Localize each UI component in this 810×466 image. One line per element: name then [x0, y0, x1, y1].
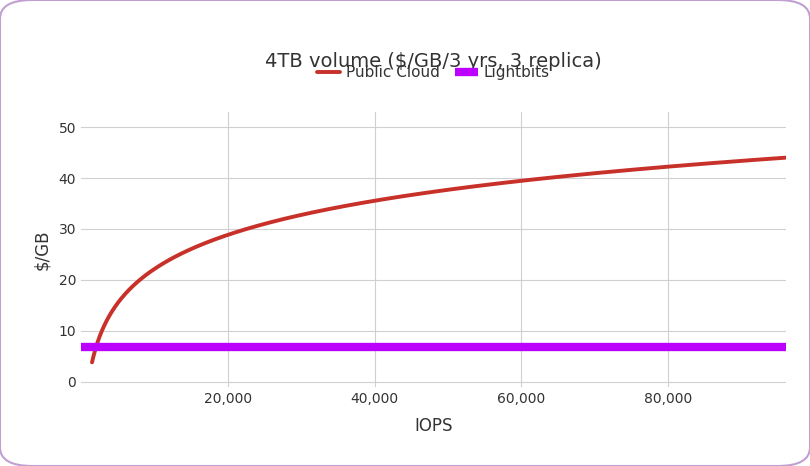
Public Cloud	[628, 167, 637, 172]
X-axis label: IOPS: IOPS	[414, 417, 453, 435]
Title: 4TB volume ($/GB/3 yrs, 3 replica): 4TB volume ($/GB/3 yrs, 3 replica)	[265, 52, 602, 71]
Line: Public Cloud: Public Cloud	[92, 158, 786, 363]
Legend: Public Cloud, Lightbits: Public Cloud, Lightbits	[310, 59, 556, 86]
Public Cloud	[564, 173, 573, 178]
Public Cloud	[393, 194, 403, 200]
Public Cloud	[641, 166, 650, 171]
Y-axis label: $/GB: $/GB	[33, 229, 52, 269]
Public Cloud	[158, 261, 168, 267]
Public Cloud	[87, 360, 97, 365]
Public Cloud	[368, 199, 377, 204]
Public Cloud	[781, 155, 791, 160]
